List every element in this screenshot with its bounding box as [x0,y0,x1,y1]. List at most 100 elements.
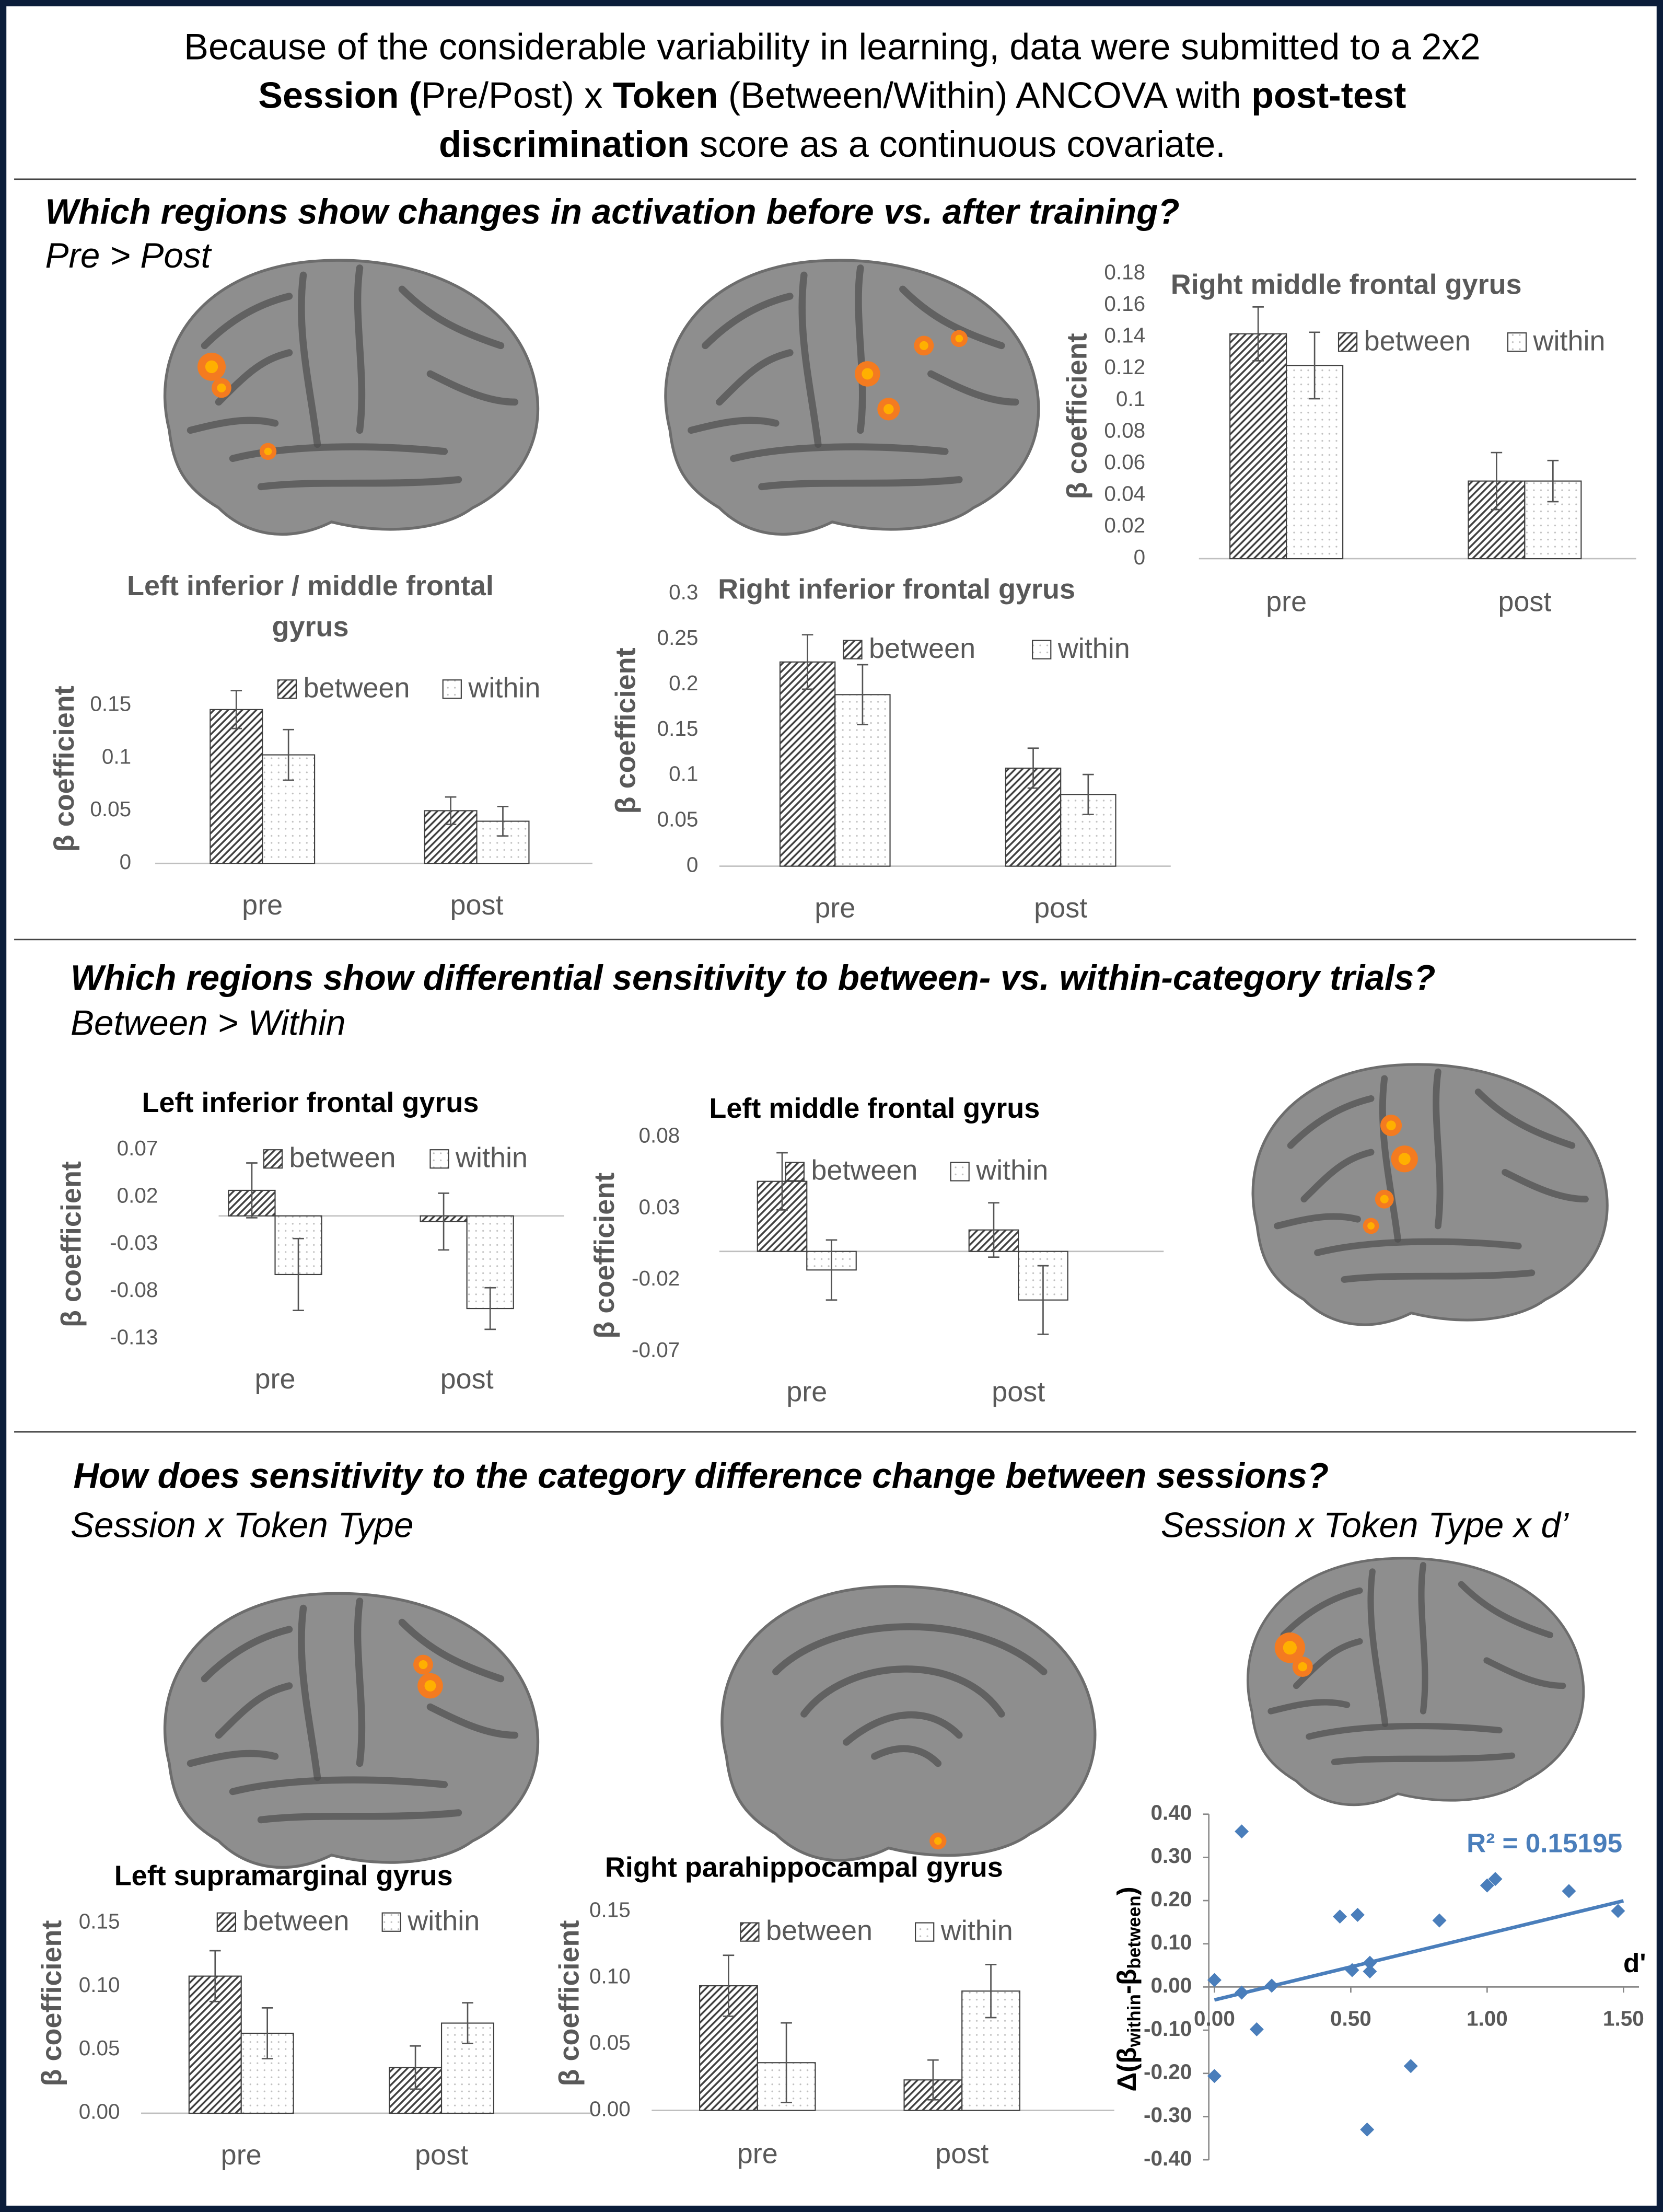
chart-title-box: Left inferior / middle frontal gyrus [99,567,522,654]
y-axis-label: β coefficient [49,686,80,852]
section-contrast: Session x Token Type [71,1506,413,1545]
y-tick-label: 0.00 [1150,1973,1192,1997]
y-tick-label: 0.04 [1104,482,1145,506]
bar [780,662,835,866]
legend-swatch [915,1923,934,1941]
activation-core [934,1837,942,1845]
legend-label: within [455,1142,528,1173]
activation-core [883,404,893,414]
activation-core [1380,1195,1389,1203]
y-tick-label: -0.07 [632,1338,680,1362]
chart-title: Left inferior / middle frontal gyrus [99,567,522,649]
legend-label: between [766,1915,873,1947]
bar [210,710,262,863]
y-tick-label: 0.15 [79,1909,120,1933]
legend-swatch [217,1913,236,1931]
y-tick-label: 0.08 [638,1124,680,1148]
x-tick-label: post [992,1376,1045,1407]
header-text: score as a continuous covariate. [690,123,1226,164]
x-tick-label: pre [786,1376,827,1407]
brain-sulcus [1421,1565,1425,1711]
header-text: Session ( [258,74,422,115]
y-tick-label: 0.16 [1104,292,1145,316]
chart-title: Right middle frontal gyrus [1171,269,1522,300]
x-tick-label: 1.00 [1467,2007,1508,2031]
y-tick-label: -0.10 [1144,2017,1192,2041]
section-contrast: Session x Token Type x d’ [1161,1506,1569,1545]
header-text: Token [613,74,718,115]
brain [165,260,538,534]
y-axis-label-part: between [1124,1895,1145,1968]
brain-sulcus [858,268,863,430]
brain [1253,1064,1607,1325]
y-axis-label-part: -β [1111,1969,1141,1994]
legend-label: between [869,633,975,664]
y-tick-label: 0.07 [117,1136,158,1160]
y-tick-label: -0.30 [1144,2103,1192,2127]
legend-swatch [1508,333,1526,351]
y-tick-label: 0.1 [1116,387,1145,411]
x-tick-label: pre [737,2138,778,2169]
y-tick-label: 0.00 [589,2097,631,2121]
y-tick-label: -0.13 [110,1325,158,1349]
y-tick-label: 0.06 [1104,450,1145,474]
y-tick-label: 0.10 [589,1964,631,1988]
activation-core [862,368,873,379]
y-axis-label-part: ) [1111,1886,1141,1895]
y-tick-label: 0.1 [102,744,131,768]
legend-label: within [1057,633,1130,664]
poster-panel: Which regions show changes in activation… [0,0,1663,2212]
y-tick-label: -0.03 [110,1231,158,1255]
y-tick-label: 0.25 [657,626,699,650]
y-tick-label: -0.02 [632,1266,680,1290]
legend-label: within [975,1155,1048,1186]
x-tick-label: post [415,2139,468,2171]
brain-sulcus [1436,1072,1440,1226]
legend-swatch [1032,641,1051,659]
activation-core [1399,1153,1411,1165]
section-contrast: Between > Within [71,1003,345,1043]
legend-swatch [443,680,461,698]
y-tick-label: 0.05 [79,2036,120,2060]
annotation: R² = 0.15195 [1467,1828,1622,1858]
brain-sulcus [358,1601,362,1763]
y-tick-label: 0.02 [1104,513,1145,537]
legend-swatch [264,1150,282,1168]
y-tick-label: 0.14 [1104,323,1145,348]
y-tick-label: 0.05 [90,797,131,821]
y-tick-label: 0.15 [90,692,131,716]
brain [1248,1558,1583,1805]
x-tick-label: post [450,889,504,921]
brain-sulcus [358,268,362,430]
chart-title: Left supramarginal gyrus [114,1860,453,1891]
y-axis-label: β coefficient [36,1920,67,2086]
y-tick-label: 0.15 [657,716,699,740]
x-tick-label: post [935,2138,989,2169]
y-tick-label: 0 [1134,545,1146,569]
section-question: Which regions show differential sensitiv… [71,958,1435,998]
legend-swatch [1339,333,1357,351]
y-tick-label: 0 [120,850,132,874]
legend-label: within [468,672,540,703]
legend-label: between [242,1905,349,1937]
legend-label: between [1364,325,1471,356]
header-text: post-test [1251,74,1406,115]
x-tick-label: 1.50 [1603,2007,1644,2031]
y-tick-label: 0.05 [657,807,699,831]
x-tick-label: pre [1266,586,1307,618]
y-tick-label: 0.1 [669,762,698,786]
y-tick-label: 0.30 [1150,1844,1192,1868]
y-axis-label: β coefficient [1062,333,1093,499]
chart-title: Left inferior frontal gyrus [142,1087,479,1118]
activation-core [956,335,963,343]
brain [722,1586,1095,1860]
chart-title: Right parahippocampal gyrus [605,1851,1003,1883]
y-tick-label: 0.00 [79,2100,120,2124]
legend-swatch [382,1913,401,1931]
activation-core [1386,1120,1395,1130]
y-tick-label: 0.03 [638,1195,680,1219]
brain [165,1593,538,1867]
y-tick-label: 0.20 [1150,1887,1192,1911]
x-tick-label: pre [815,893,855,924]
legend-label: between [289,1142,396,1173]
